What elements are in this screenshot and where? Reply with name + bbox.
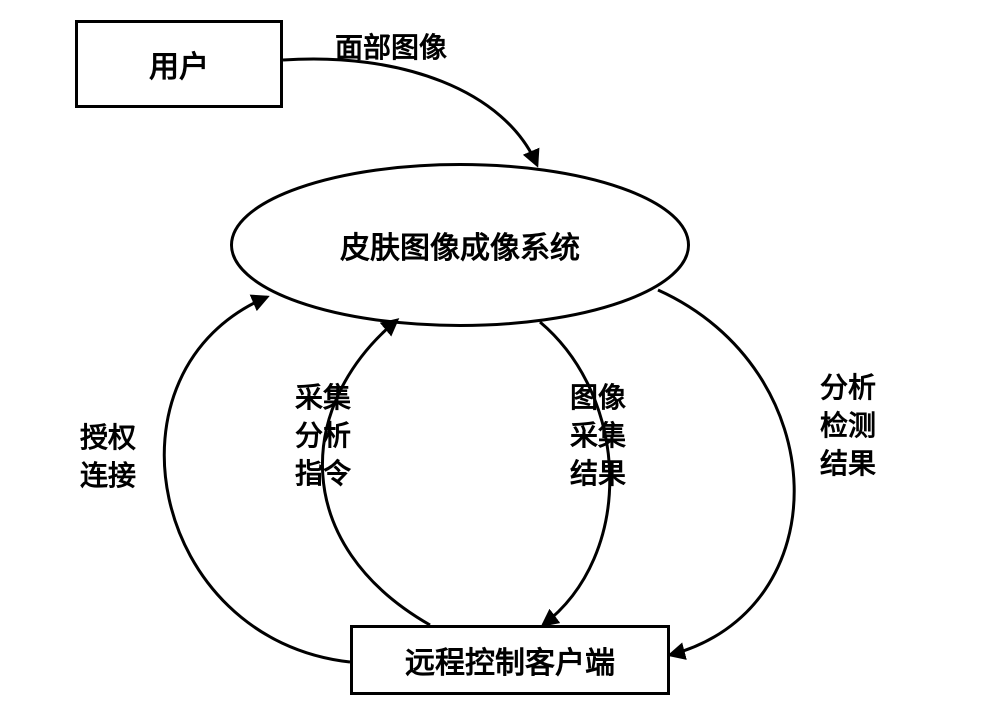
node-system: 皮肤图像成像系统 (230, 163, 690, 327)
edge-label-face-image: 面部图像 (335, 30, 447, 68)
edge-label-auth-connect: 授权 连接 (80, 420, 136, 496)
node-user-label: 用户 (149, 42, 209, 86)
node-client: 远程控制客户端 (350, 625, 670, 695)
node-system-label: 皮肤图像成像系统 (340, 223, 580, 267)
edge-label-analysis-result: 分析 检测 结果 (820, 370, 876, 483)
node-client-label: 远程控制客户端 (405, 638, 615, 682)
edge-label-image-result: 图像 采集 结果 (570, 380, 626, 493)
edge-system-to-client-result (658, 290, 794, 655)
edge-label-collect-cmd: 采集 分析 指令 (295, 380, 351, 493)
node-user: 用户 (75, 20, 283, 108)
edge-user-to-system (283, 59, 537, 165)
edges-svg (0, 0, 1000, 723)
